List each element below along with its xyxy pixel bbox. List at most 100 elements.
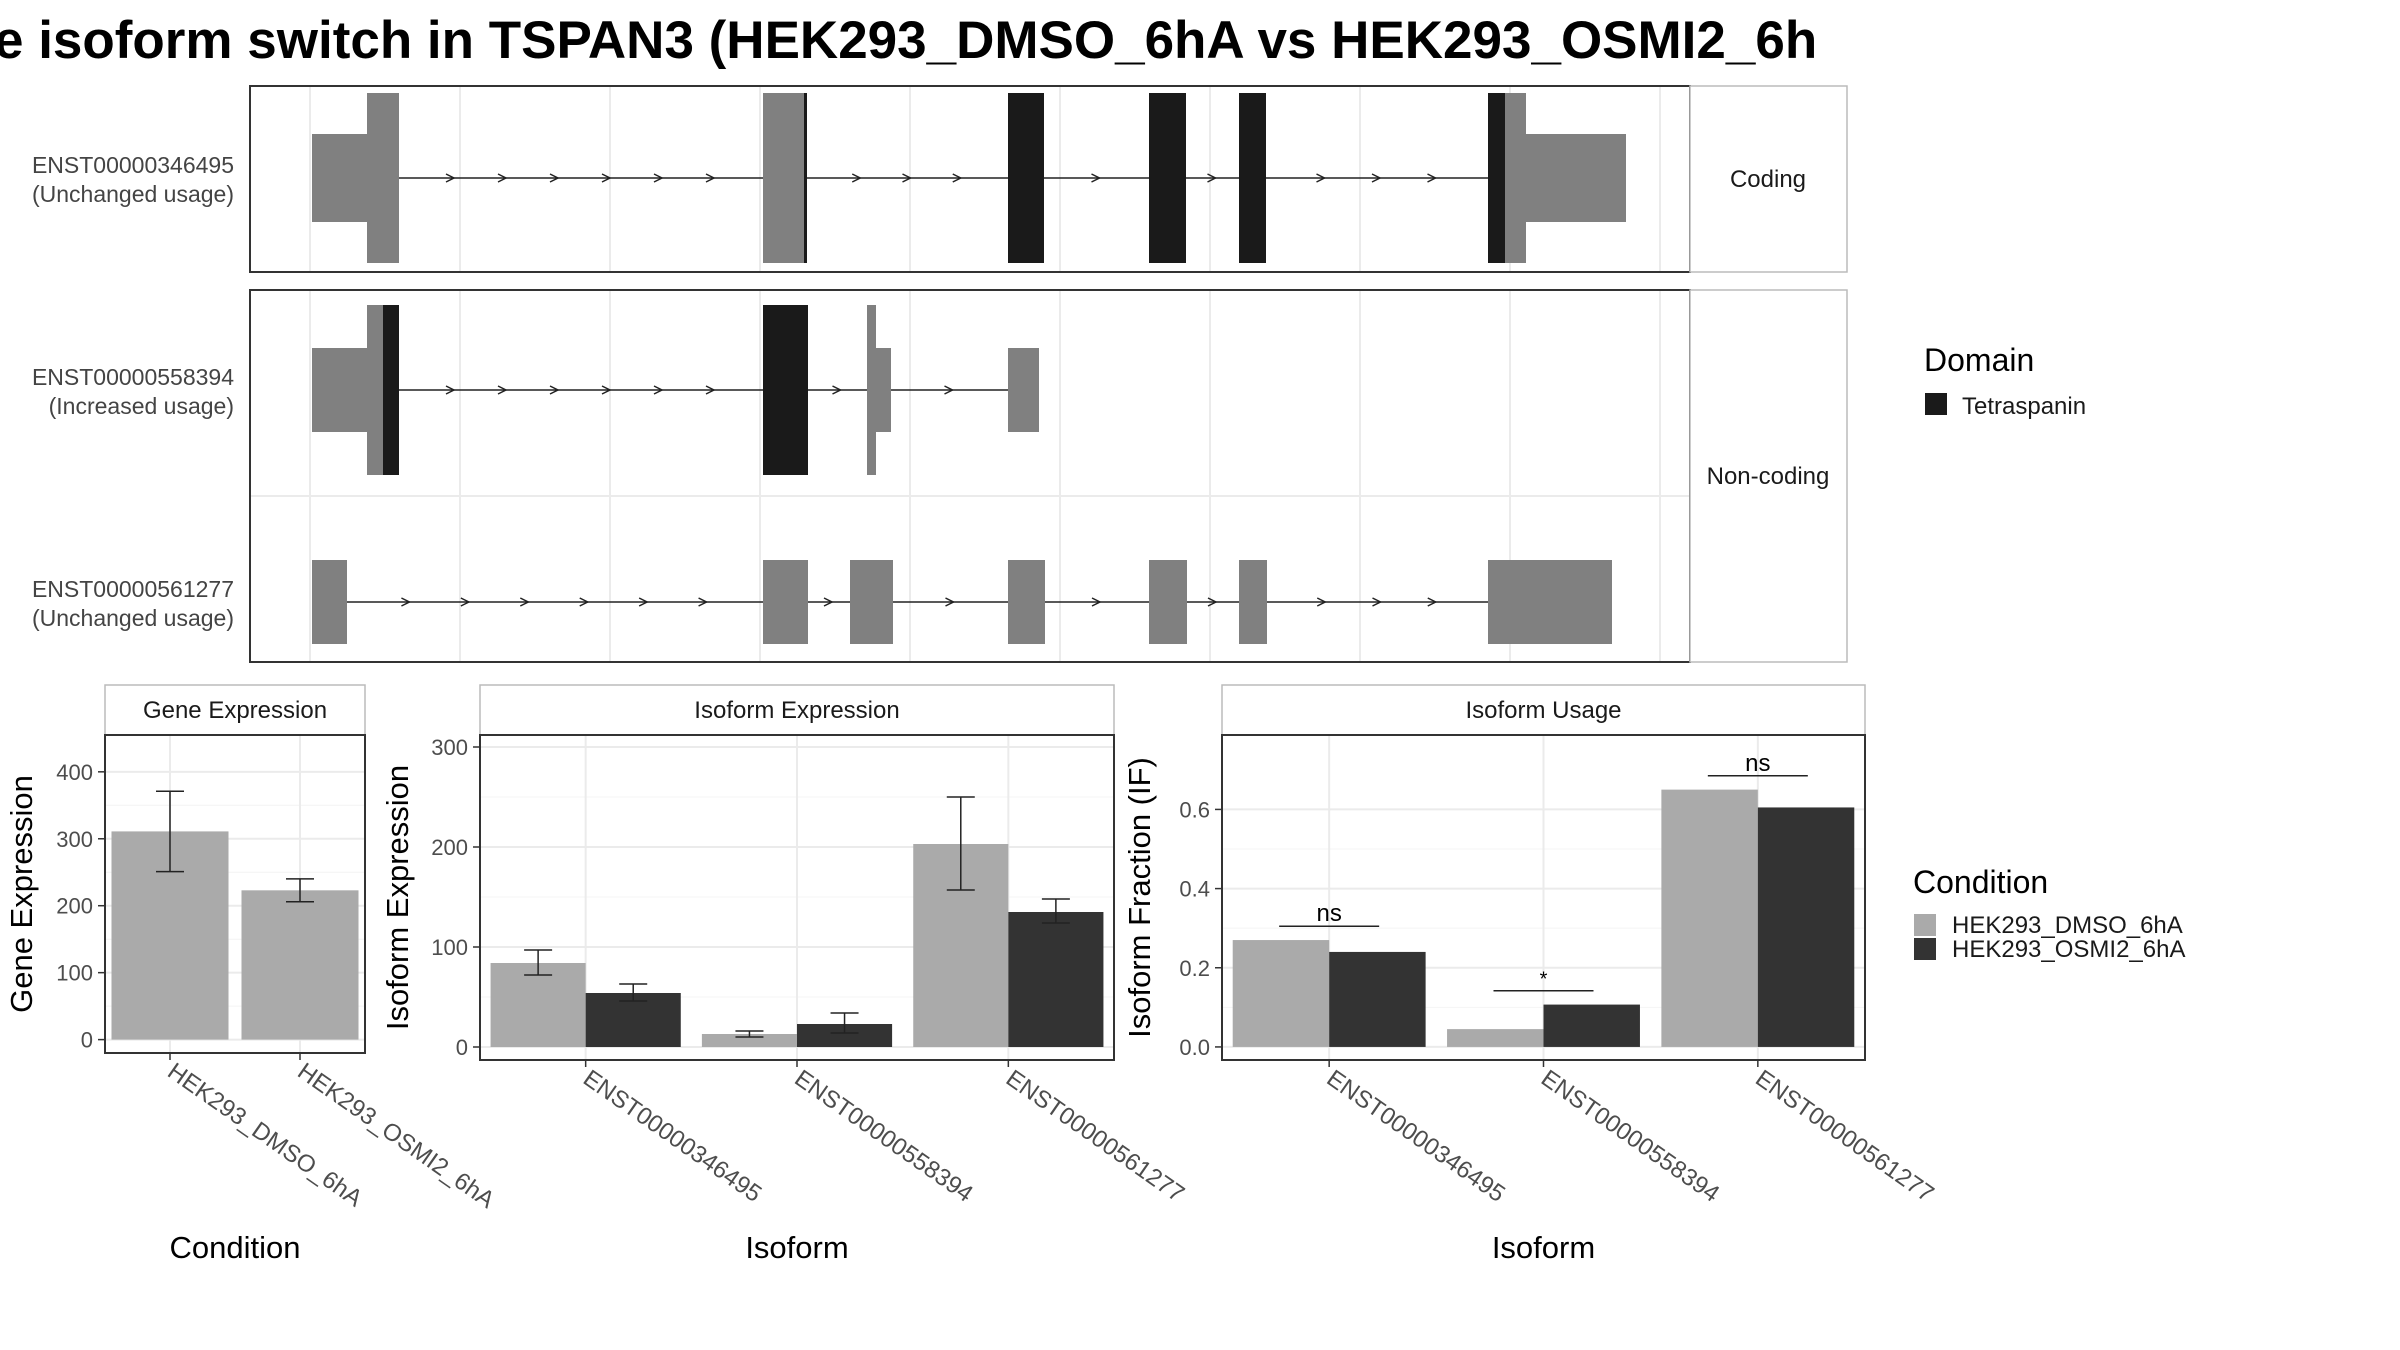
exon-block bbox=[763, 93, 804, 263]
legends: Domain Tetraspanin Condition HEK293_DMSO_6h… bbox=[1913, 342, 2185, 963]
chart-title: Isoform Expression bbox=[694, 697, 899, 724]
exon-block bbox=[312, 560, 347, 644]
x-axis-title: Condition bbox=[170, 1230, 301, 1265]
facet-label: Non-coding bbox=[1707, 463, 1830, 490]
transcript-usage-label: (Increased usage) bbox=[49, 393, 234, 419]
exon-block bbox=[1008, 560, 1045, 644]
isoform-usage-chart: Isoform Usage ns * ns 0.0 0.2 0.4 0.6 ENST000003… bbox=[1122, 684, 1939, 1265]
exon-block bbox=[763, 560, 808, 644]
exon-block bbox=[876, 348, 891, 432]
condition-legend-swatch bbox=[1914, 938, 1936, 960]
condition-legend-title: Condition bbox=[1913, 864, 2048, 900]
direction-arrow bbox=[851, 173, 862, 183]
exon-block bbox=[1505, 93, 1526, 263]
direction-arrow bbox=[460, 597, 471, 607]
exon-block bbox=[1008, 348, 1039, 432]
exon-block bbox=[1239, 560, 1267, 644]
data-bar bbox=[1661, 789, 1758, 1047]
y-tick-label: 0 bbox=[456, 1035, 468, 1060]
y-tick-label: 200 bbox=[56, 894, 93, 919]
data-bar bbox=[490, 963, 586, 1047]
exon-block bbox=[1488, 560, 1612, 644]
direction-arrow bbox=[1427, 597, 1438, 607]
exon-block bbox=[312, 348, 367, 432]
direction-arrow bbox=[698, 597, 709, 607]
chart-panel-border bbox=[104, 734, 366, 1054]
structure-panel-bg bbox=[250, 290, 1690, 662]
tetraspanin-domain bbox=[1149, 93, 1186, 263]
direction-arrow bbox=[1371, 173, 1382, 183]
condition-legend-label: HEK293_OSMI2_6hA bbox=[1952, 936, 2185, 963]
direction-arrow bbox=[601, 173, 612, 183]
y-tick-label: 100 bbox=[56, 961, 93, 986]
exon-block bbox=[1526, 134, 1626, 222]
data-bar bbox=[701, 1034, 797, 1047]
direction-arrow bbox=[549, 385, 560, 395]
y-tick-label: 300 bbox=[56, 827, 93, 852]
data-bar bbox=[1329, 951, 1426, 1047]
data-bar bbox=[1757, 807, 1855, 1047]
significance-label: ns bbox=[1316, 900, 1341, 927]
x-axis-title: Isoform bbox=[1492, 1230, 1595, 1265]
data-bar bbox=[1008, 912, 1104, 1047]
direction-arrow bbox=[1207, 597, 1218, 607]
transcript-id-label: ENST00000561277 bbox=[32, 576, 234, 602]
transcript-id-label: ENST00000558394 bbox=[32, 364, 234, 390]
direction-arrow bbox=[832, 385, 843, 395]
chart-strip bbox=[1221, 684, 1866, 736]
y-tick-label: 0.0 bbox=[1179, 1035, 1210, 1060]
condition-legend-label: HEK293_DMSO_6hA bbox=[1952, 912, 2183, 939]
direction-arrow bbox=[497, 173, 508, 183]
tetraspanin-domain bbox=[383, 305, 399, 475]
data-bar bbox=[241, 890, 359, 1040]
data-bar bbox=[585, 993, 681, 1047]
direction-arrow bbox=[1316, 173, 1327, 183]
significance-label: ns bbox=[1745, 750, 1770, 777]
exon-block bbox=[367, 305, 383, 475]
data-bar bbox=[1543, 1004, 1640, 1047]
direction-arrow bbox=[1091, 597, 1102, 607]
data-bar bbox=[1447, 1029, 1544, 1047]
structure-panel-bg bbox=[250, 86, 1690, 272]
direction-arrow bbox=[519, 597, 530, 607]
transcript-structure-panel: ENST00000346495 (Unchanged usage) Coding EN… bbox=[32, 85, 1848, 663]
data-bar bbox=[1232, 940, 1330, 1047]
tetraspanin-domain bbox=[1488, 93, 1505, 263]
direction-arrow bbox=[1372, 597, 1383, 607]
exon-block bbox=[312, 134, 367, 222]
direction-arrow bbox=[653, 385, 664, 395]
y-tick-label: 200 bbox=[431, 835, 468, 860]
data-bar bbox=[797, 1024, 893, 1047]
direction-arrow bbox=[1091, 173, 1102, 183]
significance-label: * bbox=[1540, 969, 1548, 991]
direction-arrow bbox=[705, 173, 716, 183]
direction-arrow bbox=[445, 173, 456, 183]
direction-arrow bbox=[638, 597, 649, 607]
domain-legend-label: Tetraspanin bbox=[1962, 393, 2086, 420]
domain-legend-swatch bbox=[1925, 393, 1947, 415]
direction-arrow bbox=[705, 385, 716, 395]
x-tick-label: ENST00000558394 bbox=[790, 1065, 978, 1208]
direction-arrow bbox=[497, 385, 508, 395]
direction-arrow bbox=[445, 385, 456, 395]
y-tick-label: 0 bbox=[81, 1028, 93, 1053]
y-axis-title: Isoform Fraction (IF) bbox=[1122, 757, 1157, 1038]
y-axis-title: Isoform Expression bbox=[380, 765, 415, 1030]
x-tick-label: ENST00000346495 bbox=[578, 1065, 766, 1208]
direction-arrow bbox=[549, 173, 560, 183]
direction-arrow bbox=[945, 597, 956, 607]
direction-arrow bbox=[579, 597, 590, 607]
x-tick-label: ENST00000561277 bbox=[1750, 1065, 1938, 1208]
exon-block bbox=[850, 560, 893, 644]
tetraspanin-domain bbox=[1008, 93, 1044, 263]
chart-title: Isoform Usage bbox=[1465, 697, 1621, 724]
domain-legend-title: Domain bbox=[1924, 342, 2034, 378]
chart-strip bbox=[479, 684, 1115, 736]
direction-arrow bbox=[601, 385, 612, 395]
y-tick-label: 0.4 bbox=[1179, 877, 1210, 902]
facet-strip bbox=[1689, 85, 1848, 273]
direction-arrow bbox=[1427, 173, 1438, 183]
tetraspanin-domain bbox=[1239, 93, 1266, 263]
facet-strip bbox=[1689, 289, 1848, 663]
